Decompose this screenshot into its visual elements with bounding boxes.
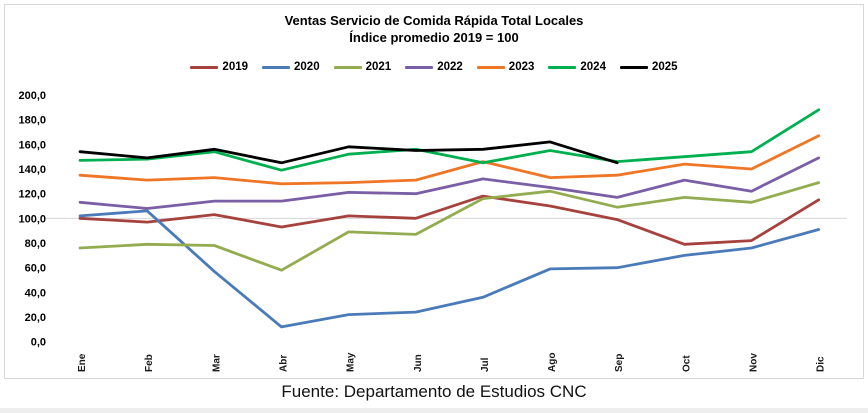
x-axis-label: Feb: [144, 354, 155, 372]
chart-legend: 2019 2020 2021 2022 2023 2024 2025: [0, 61, 868, 73]
legend-label-2019: 2019: [222, 61, 249, 73]
legend-label-2023: 2023: [508, 61, 535, 73]
legend-item-2020: 2020: [262, 61, 320, 73]
legend-item-2022: 2022: [405, 61, 463, 73]
legend-item-2021: 2021: [333, 61, 392, 73]
chart-title: Ventas Servicio de Comida Rápida Total L…: [284, 13, 584, 28]
series-line-2024: [78, 108, 821, 172]
x-axis-label: Jul: [480, 357, 491, 372]
screenshot-bottom-edge: [0, 408, 868, 413]
series-line-2022: [78, 156, 821, 210]
y-axis-label: 60,0: [25, 263, 46, 275]
x-axis-label: Nov: [749, 353, 760, 372]
legend-label-2020: 2020: [294, 61, 320, 73]
legend-line-marker-2019: [190, 65, 219, 69]
legend-line-marker-2023: [476, 65, 505, 69]
x-axis-label: Sep: [614, 354, 625, 372]
series-line-2021: [78, 181, 821, 272]
y-axis-label: 120,0: [18, 189, 46, 201]
x-axis-label: Oct: [681, 355, 692, 372]
chart-title-block: Ventas Servicio de Comida Rápida Total L…: [0, 12, 868, 46]
legend-label-2024: 2024: [580, 61, 606, 73]
legend-label-2021: 2021: [365, 61, 392, 73]
y-axis-label: 80,0: [25, 238, 46, 250]
legend-line-marker-2021: [333, 65, 362, 69]
source-text: Fuente: Departamento de Estudios CNC: [281, 382, 587, 401]
y-axis-label: 0,0: [31, 337, 46, 349]
legend-item-2025: 2025: [619, 61, 678, 73]
y-axis-label: 140,0: [18, 164, 46, 176]
legend-line-marker-2025: [619, 65, 648, 69]
legend-line-marker-2022: [405, 65, 434, 69]
x-axis-label: Dic: [816, 356, 827, 372]
plot-area: 0,0 20,0 40,0 60,0 80,0 100,0 120,0 140,0 160,0 1…: [18, 90, 847, 372]
y-axis-label: 160,0: [18, 139, 46, 151]
y-axis-label: 20,0: [25, 312, 46, 324]
legend-label-2025: 2025: [651, 61, 678, 73]
y-axis-label: 40,0: [25, 287, 46, 299]
x-axis-label: Jun: [413, 354, 424, 372]
legend-item-2024: 2024: [548, 61, 606, 73]
series-line-2020: [78, 209, 821, 329]
y-axis-label: 180,0: [18, 115, 46, 127]
series-line-2025: [78, 140, 619, 165]
x-axis-label: Ago: [547, 353, 558, 372]
legend-item-2019: 2019: [190, 61, 248, 73]
legend-line-marker-2020: [262, 65, 291, 69]
x-axis-label: Abr: [278, 355, 289, 372]
legend-line-marker-2024: [548, 65, 577, 69]
y-axis-label: 200,0: [18, 90, 46, 102]
x-axis-label: May: [346, 352, 357, 372]
series-line-2019: [78, 194, 821, 246]
y-axis-label: 100,0: [18, 213, 46, 225]
x-axis-label: Mar: [211, 354, 222, 372]
series-line-2023: [78, 134, 821, 186]
x-axis-label: Ene: [77, 353, 88, 372]
legend-label-2022: 2022: [437, 61, 463, 73]
chart-frame: [4, 4, 864, 379]
chart-subtitle: Índice promedio 2019 = 100: [349, 30, 519, 45]
legend-item-2023: 2023: [476, 61, 535, 73]
